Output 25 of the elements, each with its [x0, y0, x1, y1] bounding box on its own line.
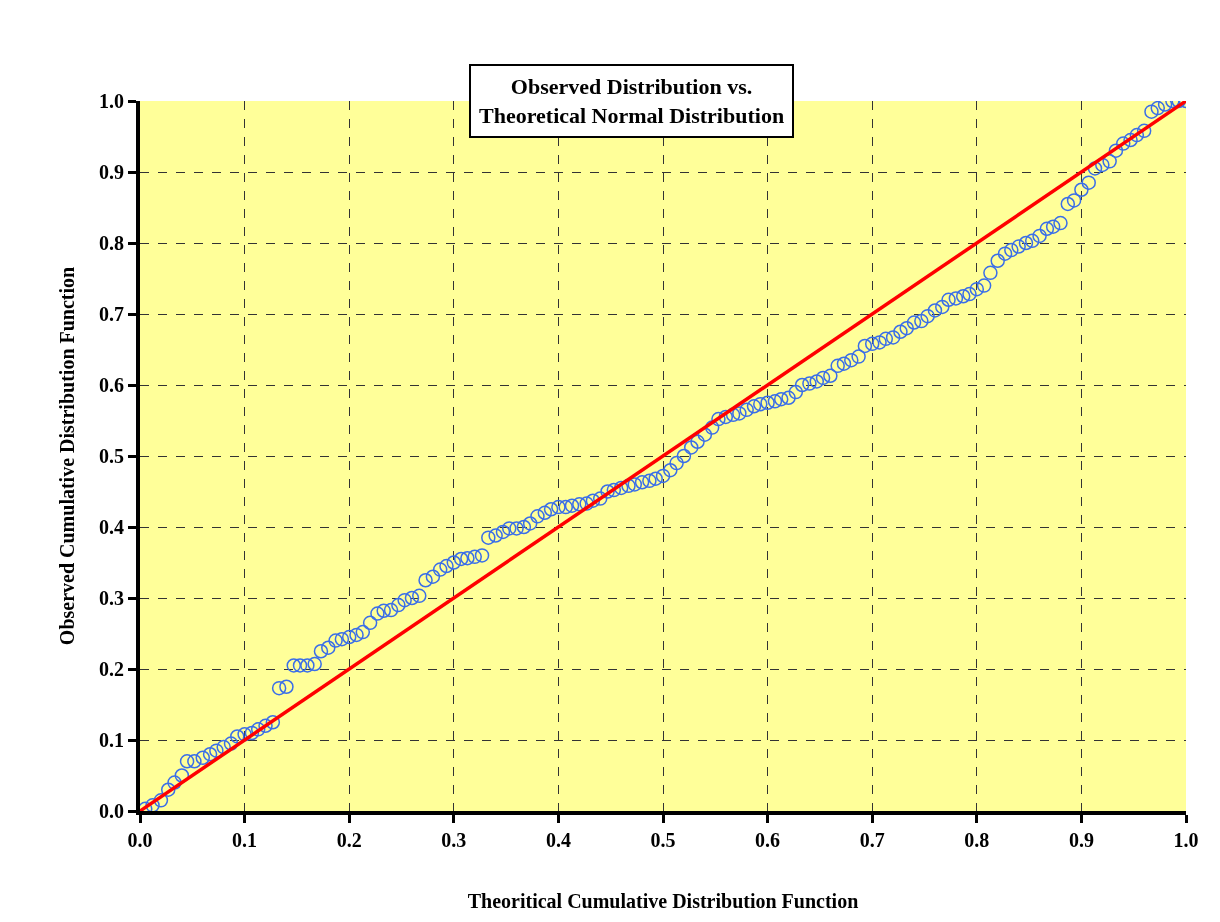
x-tick-label: 0.1 — [232, 829, 258, 851]
x-tick-label: 0.8 — [964, 829, 990, 851]
x-tick-label: 0.5 — [650, 829, 676, 851]
x-tick-label: 0.3 — [441, 829, 467, 851]
y-tick-label: 1.0 — [99, 90, 124, 112]
y-tick-label: 0.2 — [99, 658, 124, 680]
y-tick-label: 0.5 — [99, 445, 124, 467]
x-tick-label: 0.7 — [859, 829, 885, 851]
y-tick-label: 0.0 — [99, 800, 124, 822]
x-tick-label: 0.9 — [1068, 829, 1094, 851]
y-tick-label: 0.8 — [99, 232, 124, 254]
chart-title: Observed Distribution vs. Theoretical Normal Distribution — [479, 74, 785, 128]
y-tick-label: 0.1 — [99, 729, 124, 751]
x-tick-label: 1.0 — [1173, 829, 1199, 851]
x-tick-label: 0.0 — [127, 829, 153, 851]
y-tick-label: 0.7 — [99, 303, 124, 325]
y-tick-label: 0.3 — [99, 587, 124, 609]
y-tick-label: 0.6 — [99, 374, 124, 396]
y-axis-title: Observed Cumulative Distribution Function — [56, 266, 78, 646]
x-tick-label: 0.6 — [755, 829, 781, 851]
x-axis-title: Theoritical Cumulative Distribution Function — [467, 890, 859, 912]
x-tick-label: 0.4 — [545, 829, 571, 851]
y-tick-label: 0.4 — [99, 516, 124, 538]
y-tick-label: 0.9 — [99, 161, 124, 183]
x-tick-label: 0.2 — [336, 829, 362, 851]
